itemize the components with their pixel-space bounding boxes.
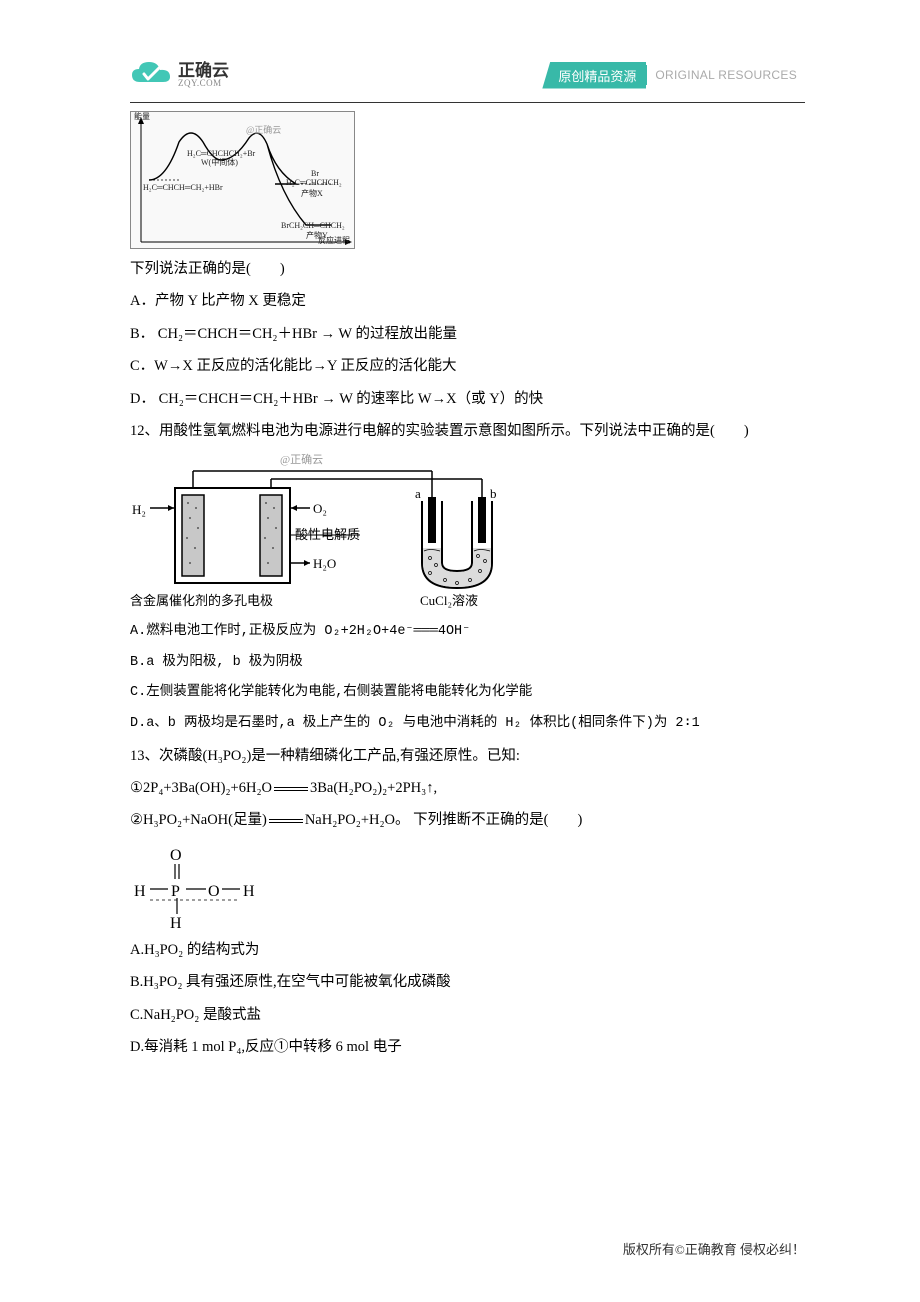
- logo: 正确云 ZQY.COM: [130, 60, 229, 90]
- q13-eq1-post: 3Ba(H₂PO₂)₂+2PH₃↑,: [310, 780, 437, 796]
- diag-label-x-bot: 产物X: [301, 188, 323, 200]
- q13-eq2-pre: ②H₃PO₂+NaOH(足量): [130, 812, 267, 828]
- diag-label-w-bot: W(中间体): [201, 157, 238, 169]
- diag-label-start: H₂C═CHCH═CH₂+HBr: [143, 182, 223, 194]
- sf-O-right: O: [208, 880, 220, 905]
- page-header: 正确云 ZQY.COM 原创精品资源 ORIGINAL RESOURCES: [130, 60, 805, 90]
- label-h2: H₂: [132, 500, 146, 520]
- logo-text-cn: 正确云: [178, 62, 229, 79]
- cloud-icon: [130, 60, 172, 90]
- q13-eq2: ②H₃PO₂+NaOH(足量) NaH₂PO₂+H₂O。 下列推断不正确的是( ): [130, 809, 805, 831]
- watermark: @正确云: [246, 124, 281, 138]
- q13-stem: 13、次磷酸(H₃PO₂)是一种精细磷化工产品,有强还原性。已知:: [130, 745, 805, 767]
- q11-opt-b: B． CH₂＝CHCH＝CH₂＋HBr → W 的过程放出能量: [130, 323, 805, 345]
- q13-eq1-pre: ①2P₄+3Ba(OH)₂+6H₂O: [130, 780, 272, 796]
- q13-eq2-post: NaH₂PO₂+H₂O。 下列推断不正确的是( ): [305, 812, 582, 828]
- q12-opt-d: D.a、b 两极均是石墨时,a 极上产生的 O₂ 与电池中消耗的 H₂ 体积比(…: [130, 714, 805, 735]
- q12-opt-a: A.燃料电池工作时,正极反应为 O₂+2H₂O+4e⁻═══4OH⁻: [130, 622, 805, 643]
- y-axis-label: 能量: [134, 111, 150, 123]
- q12-opt-b: B.a 极为阳极, b 极为阴极: [130, 653, 805, 674]
- eq-arrow-icon: [269, 819, 303, 823]
- energy-diagram: 能量 @正确云 H₂C═CHCHCH₂+Br W(中间体) H₂C═CHCH═C…: [130, 111, 355, 249]
- sf-O-top: O: [170, 844, 182, 869]
- label-o2: O₂: [313, 499, 327, 519]
- sf-H-bottom: H: [170, 912, 182, 937]
- badge-cn: 原创精品资源: [542, 62, 646, 89]
- q13-opt-b: B.H₃PO₂ 具有强还原性,在空气中可能被氧化成磷酸: [130, 971, 805, 993]
- q13-eq1: ①2P₄+3Ba(OH)₂+6H₂O 3Ba(H₂PO₂)₂+2PH₃↑,: [130, 777, 805, 799]
- q13-opt-c: C.NaH₂PO₂ 是酸式盐: [130, 1004, 805, 1026]
- structural-formula: O H P O H H: [130, 842, 260, 930]
- x-axis-label: 反应进程: [318, 235, 350, 247]
- apparatus-diagram: @正确云 H₂ O₂ 酸性电解质 H₂O 含金属催化剂的多孔电极 a b CuC…: [130, 453, 550, 613]
- logo-text-en: ZQY.COM: [178, 79, 229, 88]
- q12-opt-c: C.左侧装置能将化学能转化为电能,右侧装置能将电能转化为化学能: [130, 683, 805, 704]
- q11-opt-c: C．W→X 正反应的活化能比→Y 正反应的活化能大: [130, 355, 805, 377]
- sf-H-left: H: [134, 880, 146, 905]
- q11-opt-d: D． CH₂＝CHCH＝CH₂＋HBr → W 的速率比 W→X（或 Y）的快: [130, 388, 805, 410]
- label-porous: 含金属催化剂的多孔电极: [130, 591, 273, 611]
- eq-arrow-icon: [274, 787, 308, 791]
- footer-copyright: 版权所有©正确教育 侵权必纠！: [623, 1239, 805, 1258]
- q13-opt-a: A.H₃PO₂ 的结构式为: [130, 939, 805, 961]
- apparatus-watermark: @正确云: [280, 452, 323, 469]
- label-solution: CuCl₂溶液: [420, 591, 478, 611]
- header-badge-group: 原创精品资源 ORIGINAL RESOURCES: [542, 62, 805, 89]
- label-a: a: [415, 484, 421, 504]
- label-b: b: [490, 484, 497, 504]
- label-electrolyte: 酸性电解质: [295, 525, 360, 545]
- q13-opt-d: D.每消耗 1 mol P₄,反应①中转移 6 mol 电子: [130, 1036, 805, 1058]
- badge-en: ORIGINAL RESOURCES: [646, 65, 805, 85]
- q12-stem: 12、用酸性氢氧燃料电池为电源进行电解的实验装置示意图如图所示。下列说法中正确的…: [130, 420, 805, 442]
- content-area: 能量 @正确云 H₂C═CHCHCH₂+Br W(中间体) H₂C═CHCH═C…: [130, 111, 805, 1059]
- q11-opt-a: A．产物 Y 比产物 X 更稳定: [130, 290, 805, 312]
- header-rule: [130, 102, 805, 103]
- sf-P: P: [171, 880, 180, 905]
- q11-prompt: 下列说法正确的是( ): [130, 258, 805, 280]
- sf-H-right: H: [243, 880, 255, 905]
- label-h2o: H₂O: [313, 554, 336, 574]
